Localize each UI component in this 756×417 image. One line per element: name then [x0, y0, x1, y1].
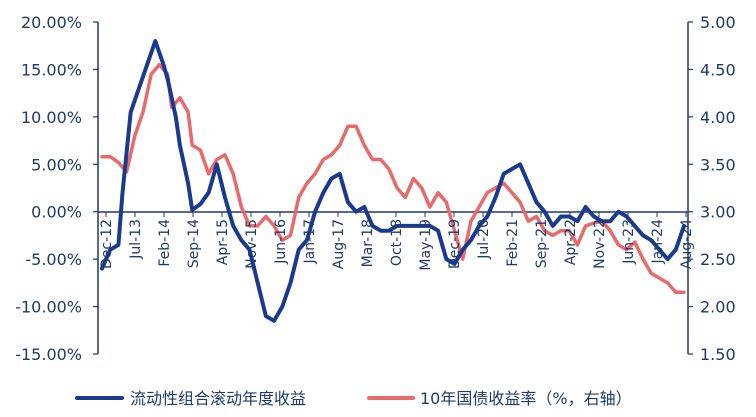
x-tick-labels: Dec-12 Jul-13 Feb-14 Sep-14 Apr-15 Nov-15 Jun-…: [99, 219, 695, 271]
y-left-tick-label: -5.00%: [25, 250, 82, 269]
y-left-tick-label: -10.00%: [15, 298, 82, 317]
legend-label: 流动性组合滚动年度收益: [130, 389, 306, 408]
legend-label: 10年国债收益率（%，右轴）: [420, 389, 632, 408]
series-lines: [100, 39, 686, 323]
y-right-tick-label: 2.00: [700, 298, 736, 317]
x-tick-label: Jan-17: [302, 219, 318, 264]
x-tick-label: Oct-18: [389, 219, 405, 266]
x-tick-label: Aug-24: [679, 219, 695, 269]
axes: [93, 21, 693, 355]
x-tick-label: Jun-16: [273, 219, 289, 265]
x-tick-label: Feb-14: [157, 219, 173, 267]
y-left-tick-label: 20.00%: [21, 13, 82, 32]
x-tick-label: Apr-22: [563, 219, 579, 265]
y-right-tick-label: 2.50: [700, 250, 736, 269]
y-left-tick-label: -15.00%: [15, 345, 82, 364]
y-left-tick-labels: 20.00% 15.00% 10.00% 5.00% 0.00% -5.00% -10.00…: [15, 13, 82, 364]
y-right-tick-label: 3.00: [700, 203, 736, 222]
x-tick-label: Sep-14: [186, 219, 202, 268]
series-line-bond-yield: [100, 62, 686, 295]
x-tick-label: Dec-12: [99, 219, 115, 269]
series-line-portfolio-return: [100, 39, 686, 323]
x-tick-label: Aug-17: [331, 219, 347, 269]
x-tick-label: Nov-22: [592, 219, 608, 269]
x-tick-label: Feb-21: [505, 219, 521, 267]
x-tick-label: Apr-15: [215, 219, 231, 265]
x-tick-label: Sep-21: [534, 219, 550, 268]
legend: 流动性组合滚动年度收益 10年国债收益率（%，右轴）: [75, 389, 632, 408]
x-tick-label: Jan-24: [650, 219, 666, 265]
x-tick-label: Nov-15: [244, 219, 260, 269]
x-tick-label: Mar-18: [360, 219, 376, 267]
y-right-tick-label: 5.00: [700, 13, 736, 32]
y-left-tick-label: 0.00%: [31, 203, 82, 222]
x-tick-label: May-19: [418, 219, 434, 271]
x-tick-label: Jun-23: [621, 219, 637, 265]
y-right-tick-label: 4.00: [700, 108, 736, 127]
y-right-tick-labels: 5.00 4.50 4.00 3.50 3.00 2.50 2.00 1.50: [700, 13, 736, 364]
y-left-tick-label: 5.00%: [31, 155, 82, 174]
y-right-tick-label: 4.50: [700, 60, 736, 79]
x-tick-label: Jul-13: [128, 219, 144, 260]
x-tick-label: Jul-20: [476, 219, 492, 260]
y-right-tick-label: 1.50: [700, 345, 736, 364]
x-tick-label: Dec-19: [447, 219, 463, 269]
y-left-tick-label: 15.00%: [21, 60, 82, 79]
y-left-tick-label: 10.00%: [21, 108, 82, 127]
y-right-tick-label: 3.50: [700, 155, 736, 174]
